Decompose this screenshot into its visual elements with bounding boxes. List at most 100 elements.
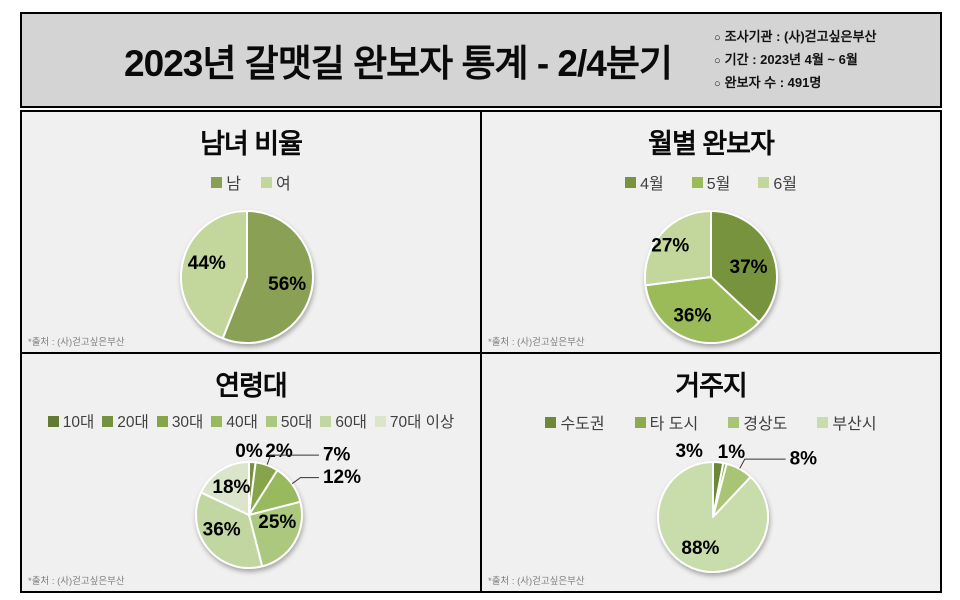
source-note: *출처 : (사)걷고싶은부산 <box>28 337 125 348</box>
pie-data-label: 36% <box>673 305 711 326</box>
pie-data-label: 36% <box>203 519 241 540</box>
legend-item: 60대 <box>320 410 367 432</box>
chart-title-residence: 거주지 <box>675 371 748 401</box>
legend-label: 타 도시 <box>649 416 699 433</box>
monthly-pie-chart: 37% 36% 27% <box>644 210 778 344</box>
legend-label: 10대 <box>62 414 95 431</box>
legend-label: 경상도 <box>743 416 788 433</box>
info-period-text: 기간 : 2023년 4월 ~ 6월 <box>724 51 858 67</box>
header-info: ○ 조사기관 : (사)걷고싶은부산 ○ 기간 : 2023년 4월 ~ 6월 … <box>714 26 940 95</box>
leader-line <box>266 454 319 465</box>
chart-title-monthly: 월별 완보자 <box>648 129 775 159</box>
legend-label: 50대 <box>280 414 313 431</box>
legend-label: 30대 <box>171 414 204 431</box>
dashboard: 2023년 갈맷길 완보자 통계 - 2/4분기 ○ 조사기관 : (사)걷고싶… <box>20 12 942 593</box>
legend-item: 5월 <box>691 170 731 194</box>
pie-data-label: 18% <box>212 477 250 498</box>
legend-swatch-icon <box>265 415 277 427</box>
legend-label: 40대 <box>226 414 258 431</box>
pie <box>195 461 303 569</box>
chart-title-age: 연령대 <box>215 371 288 401</box>
legend-item: 부산시 <box>817 410 877 434</box>
header: 2023년 갈맷길 완보자 통계 - 2/4분기 ○ 조사기관 : (사)걷고싶… <box>20 12 942 108</box>
pie-slice <box>195 491 264 569</box>
pie-slice <box>180 210 248 340</box>
legend-swatch-icon <box>47 415 59 427</box>
legend-item: 50대 <box>265 410 313 432</box>
info-agency-text: 조사기관 : (사)걷고싶은부산 <box>724 28 877 44</box>
pie-slice <box>248 500 303 568</box>
pie-data-label: 1% <box>718 442 746 463</box>
legend-swatch-icon <box>758 176 770 188</box>
pie-slice <box>200 461 250 516</box>
legend-item: 20대 <box>102 410 149 432</box>
pie-slice <box>221 210 314 344</box>
pie-data-label: 56% <box>268 274 306 295</box>
pie-data-label: 44% <box>188 253 226 274</box>
pie <box>180 210 314 344</box>
pie-data-label: 37% <box>730 257 768 278</box>
chart-panel-monthly: 37% 36% 27% 월별 완보자 4월 5월 6월 *출처 : (사)걷고싶은부산 <box>482 112 940 352</box>
legend-swatch-icon <box>817 416 829 428</box>
legend-label: 5월 <box>706 176 731 193</box>
legend-swatch-icon <box>320 415 332 427</box>
source-note: *출처 : (사)걷고싶은부산 <box>488 337 585 348</box>
legend-label: 20대 <box>117 414 149 431</box>
legend-label: 60대 <box>335 414 367 431</box>
circle-bullet-icon: ○ <box>714 77 721 90</box>
legend-item: 6월 <box>758 170 797 194</box>
legend-label: 부산시 <box>832 416 877 433</box>
source-note: *출처 : (사)걷고싶은부산 <box>488 576 585 587</box>
chart-title-gender: 남녀 비율 <box>200 129 303 159</box>
legend-item: 남 <box>211 170 241 194</box>
leader-line <box>292 477 319 484</box>
legend-item: 타 도시 <box>634 410 699 434</box>
legend-label: 남 <box>226 176 241 193</box>
pie-data-label: 12% <box>323 467 361 488</box>
pie-data-label: 88% <box>681 538 719 559</box>
gender-pie-chart: 56% 44% <box>180 210 314 344</box>
pie-data-label: 7% <box>323 445 351 466</box>
legend-swatch-icon <box>374 415 386 427</box>
pie-data-label: 3% <box>675 441 703 462</box>
legend-item: 4월 <box>625 170 664 194</box>
pie <box>657 461 769 573</box>
pie <box>644 210 778 344</box>
legend-swatch-icon <box>156 415 168 427</box>
legend-swatch-icon <box>728 416 740 428</box>
pie-data-label: 8% <box>790 449 818 470</box>
info-line-agency: ○ 조사기관 : (사)걷고싶은부산 <box>714 26 932 49</box>
legend-swatch-icon <box>102 415 114 427</box>
residence-pie-chart: 3% 1% 8% 88% <box>657 441 818 573</box>
legend-item: 30대 <box>156 410 204 432</box>
legend-swatch-icon <box>634 416 646 428</box>
legend-item: 40대 <box>211 410 258 432</box>
monthly-legend: 4월 5월 6월 <box>482 170 940 194</box>
chart-panel-residence: 3% 1% 8% 88% 거주지 수도권 타 도시 경상도 부산시 *출처 : (사)걷고싶… <box>482 354 940 591</box>
legend-label: 70대 이상 <box>389 414 455 431</box>
legend-item: 70대 이상 <box>374 410 455 432</box>
pie-slice <box>657 461 769 573</box>
legend-swatch-icon <box>625 176 637 188</box>
legend-item: 여 <box>261 170 291 194</box>
pie-data-label: 0% <box>235 441 263 462</box>
legend-label: 4월 <box>640 176 664 193</box>
residence-legend: 수도권 타 도시 경상도 부산시 <box>482 410 940 434</box>
legend-item: 수도권 <box>545 410 605 434</box>
legend-label: 여 <box>276 176 291 193</box>
pie-data-label: 25% <box>258 512 296 533</box>
info-line-count: ○ 완보자 수 : 491명 <box>714 72 932 95</box>
legend-swatch-icon <box>211 415 223 427</box>
source-note: *출처 : (사)걷고싶은부산 <box>28 576 125 587</box>
circle-bullet-icon: ○ <box>714 54 721 67</box>
legend-item: 경상도 <box>728 410 787 434</box>
chart-panel-age: 0% 2% 7% 12% 25% 36% 18% 연령대 10대 20대 30대 40대 50대 60… <box>22 354 480 591</box>
pie-data-label: 27% <box>651 235 689 256</box>
pie-slice <box>710 210 778 324</box>
circle-bullet-icon: ○ <box>714 31 721 44</box>
pie-slice <box>644 276 761 344</box>
age-legend: 10대 20대 30대 40대 50대 60대 70대 이상 <box>22 410 480 432</box>
